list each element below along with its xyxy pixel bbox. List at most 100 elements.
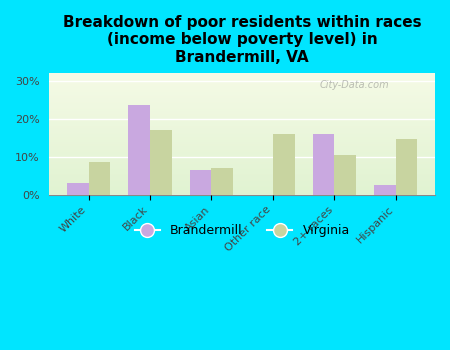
Bar [50, 83, 435, 84]
Bar [50, 88, 435, 89]
Bar [50, 154, 435, 156]
Bar [50, 111, 435, 112]
Bar [50, 189, 435, 190]
Bar [50, 184, 435, 185]
Bar [50, 133, 435, 134]
Bar [50, 142, 435, 144]
Bar [50, 174, 435, 175]
Bar [50, 116, 435, 117]
Bar [50, 102, 435, 103]
Bar [50, 164, 435, 166]
Bar [50, 153, 435, 154]
Bar [50, 79, 435, 80]
Bar [50, 138, 435, 139]
Bar [50, 114, 435, 116]
Bar [50, 112, 435, 113]
Bar [50, 158, 435, 159]
Bar [50, 95, 435, 96]
Bar [50, 141, 435, 142]
Bar [50, 173, 435, 174]
Bar [50, 177, 435, 179]
Bar [50, 151, 435, 152]
Bar [50, 80, 435, 82]
Title: Breakdown of poor residents within races
(income below poverty level) in
Brander: Breakdown of poor residents within races… [63, 15, 422, 65]
Bar [374, 185, 396, 195]
Bar [50, 191, 435, 192]
Legend: Brandermill, Virginia: Brandermill, Virginia [130, 219, 355, 242]
Bar [50, 129, 435, 130]
Bar [50, 140, 435, 141]
Bar [50, 128, 435, 129]
Bar [50, 130, 435, 131]
Bar [50, 136, 435, 138]
Bar [190, 170, 212, 195]
Bar [50, 192, 435, 194]
Bar [50, 86, 435, 88]
Bar [50, 156, 435, 157]
Bar [50, 107, 435, 108]
Bar [50, 139, 435, 140]
Bar [50, 105, 435, 106]
Bar [50, 162, 435, 163]
Bar [50, 167, 435, 168]
Bar [50, 85, 435, 86]
Bar [50, 131, 435, 133]
Bar [50, 121, 435, 123]
Bar [50, 74, 435, 75]
Bar [50, 144, 435, 145]
Bar [50, 113, 435, 114]
Bar [212, 168, 233, 195]
Bar [50, 84, 435, 85]
Bar [50, 101, 435, 102]
Bar [50, 75, 435, 77]
Bar [50, 78, 435, 79]
Bar [50, 185, 435, 186]
Bar [50, 118, 435, 119]
Bar [50, 180, 435, 181]
Bar [50, 169, 435, 170]
Bar [50, 90, 435, 91]
Bar [50, 119, 435, 120]
Bar [50, 124, 435, 125]
Bar [50, 186, 435, 187]
Bar [50, 194, 435, 195]
Bar [50, 187, 435, 189]
Bar [50, 123, 435, 124]
Bar [89, 162, 110, 195]
Bar [50, 82, 435, 83]
Bar [50, 172, 435, 173]
Bar [50, 106, 435, 107]
Bar [50, 179, 435, 180]
Bar [50, 170, 435, 172]
Bar [50, 120, 435, 121]
Bar [129, 105, 150, 195]
Bar [50, 108, 435, 110]
Bar [50, 148, 435, 149]
Bar [50, 117, 435, 118]
Bar [50, 126, 435, 128]
Bar [334, 155, 356, 195]
Bar [50, 182, 435, 184]
Bar [50, 92, 435, 93]
Bar [50, 135, 435, 136]
Bar [50, 163, 435, 164]
Bar [50, 175, 435, 176]
Bar [150, 130, 171, 195]
Text: City-Data.com: City-Data.com [320, 79, 389, 90]
Bar [50, 100, 435, 101]
Bar [50, 77, 435, 78]
Bar [50, 176, 435, 177]
Bar [50, 181, 435, 182]
Bar [50, 110, 435, 111]
Bar [50, 159, 435, 161]
Bar [50, 146, 435, 147]
Bar [50, 73, 435, 74]
Bar [50, 152, 435, 153]
Bar [50, 149, 435, 151]
Bar [50, 157, 435, 158]
Bar [50, 147, 435, 148]
Bar [50, 89, 435, 90]
Bar [50, 134, 435, 135]
Bar [396, 140, 418, 195]
Bar [50, 93, 435, 95]
